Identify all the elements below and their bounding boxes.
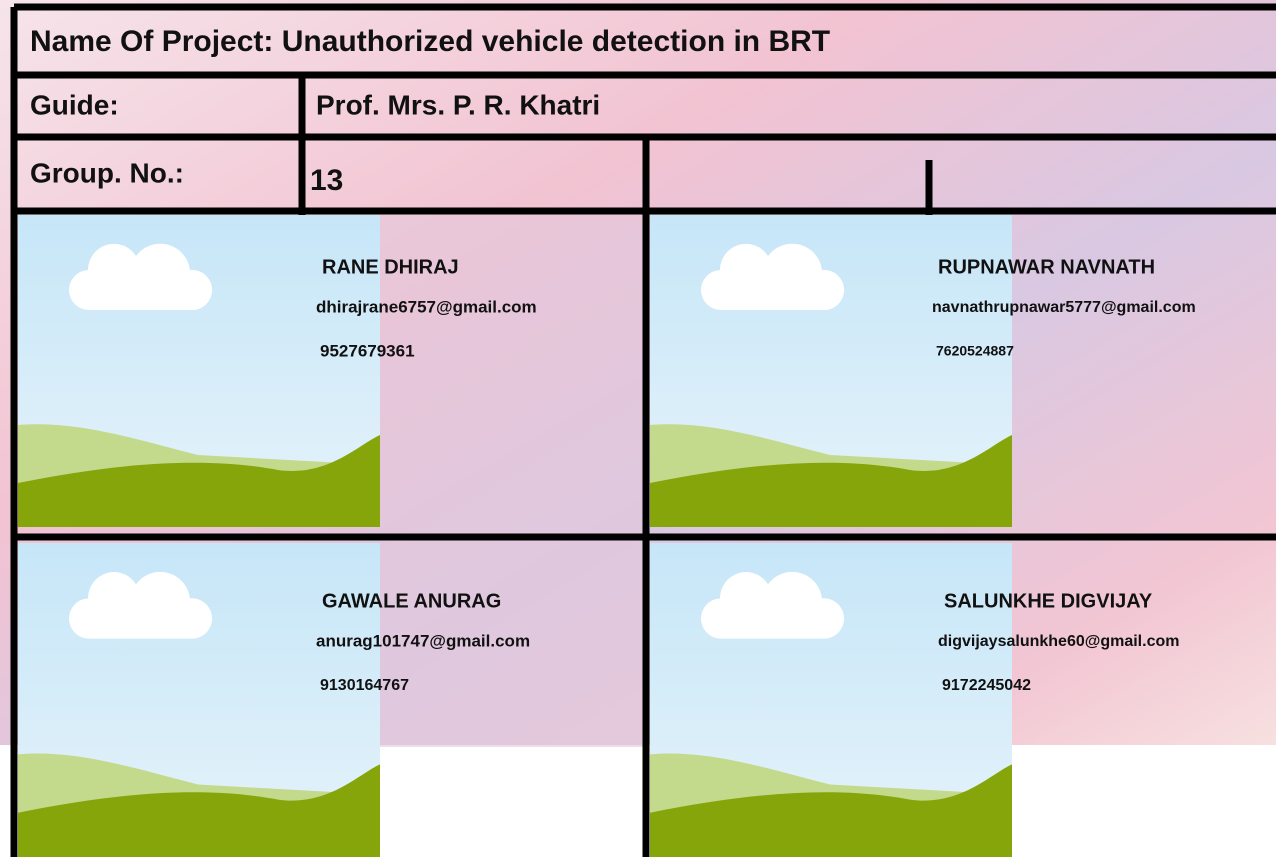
- member-name: GAWALE ANURAG: [322, 590, 501, 612]
- member-phone: 7620524887: [936, 343, 1014, 359]
- member-email: dhirajrane6757@gmail.com: [316, 297, 537, 316]
- member-email: anurag101747@gmail.com: [316, 631, 530, 650]
- group-label: Group. No.:: [30, 157, 184, 188]
- guide-name: Prof. Mrs. P. R. Khatri: [316, 89, 600, 120]
- project-title: Name Of Project: Unauthorized vehicle de…: [30, 25, 830, 58]
- panel-tint: [380, 212, 645, 747]
- member-phone: 9527679361: [320, 341, 415, 360]
- member-name: RANE DHIRAJ: [322, 256, 459, 278]
- member-name: SALUNKHE DIGVIJAY: [944, 590, 1153, 612]
- member-name: RUPNAWAR NAVNATH: [938, 256, 1155, 278]
- member-email: navnathrupnawar5777@gmail.com: [932, 299, 1196, 316]
- members: RANE DHIRAJ dhirajrane6757@gmail.com 95276…: [316, 256, 1196, 694]
- member-phone: 9130164767: [320, 677, 409, 694]
- group-number: 13: [310, 164, 343, 197]
- member-email: digvijaysalunkhe60@gmail.com: [938, 633, 1179, 650]
- member-phone: 9172245042: [942, 677, 1031, 694]
- guide-label: Guide:: [30, 89, 119, 120]
- table-lines: [10, 3, 1276, 857]
